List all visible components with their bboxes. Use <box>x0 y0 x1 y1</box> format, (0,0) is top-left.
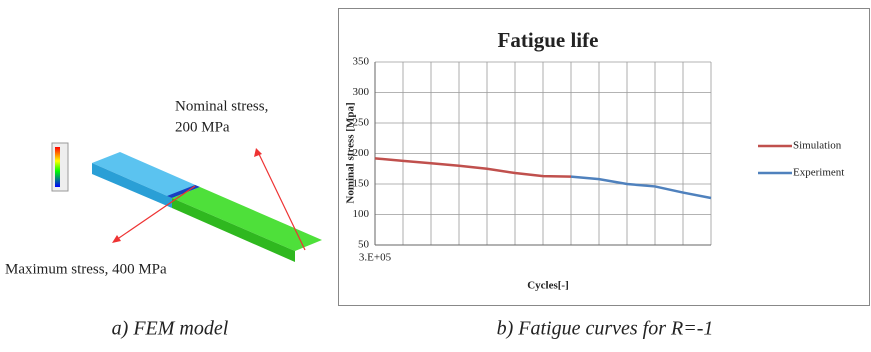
y-tick-label: 200 <box>353 147 370 159</box>
annotation: 200 MPa <box>175 119 230 135</box>
y-tick-label: 50 <box>358 239 370 251</box>
y-tick-label: 250 <box>353 117 370 129</box>
fem-model: Nominal stress, 200 MPa Maximum stress, … <box>5 98 322 339</box>
x-axis-label: Cycles[-] <box>527 280 569 292</box>
caption: a) FEM model <box>112 318 229 340</box>
caption: b) Fatigue curves for R=-1 <box>497 318 714 340</box>
y-tick-label: 300 <box>353 86 370 98</box>
arrowhead <box>254 148 262 157</box>
figure: Nominal stress, 200 MPa Maximum stress, … <box>0 0 871 352</box>
y-tick-label: 150 <box>353 178 370 190</box>
legend-label: Experiment <box>793 167 844 179</box>
legend-label: Simulation <box>793 140 842 152</box>
page: Nominal stress, 200 MPa Maximum stress, … <box>0 0 871 352</box>
y-tick-label: 100 <box>353 208 370 220</box>
chart-frame <box>339 9 870 306</box>
arrowhead <box>112 235 121 243</box>
contour-scale <box>55 147 60 187</box>
annotation: Nominal stress, <box>175 98 268 114</box>
chart-title: Fatigue life <box>498 28 599 52</box>
annotation: Maximum stress, 400 MPa <box>5 261 167 277</box>
y-tick-label: 350 <box>353 56 370 68</box>
x-tick-label: 3.E+05 <box>359 252 392 264</box>
beam-top-2 <box>172 187 322 251</box>
